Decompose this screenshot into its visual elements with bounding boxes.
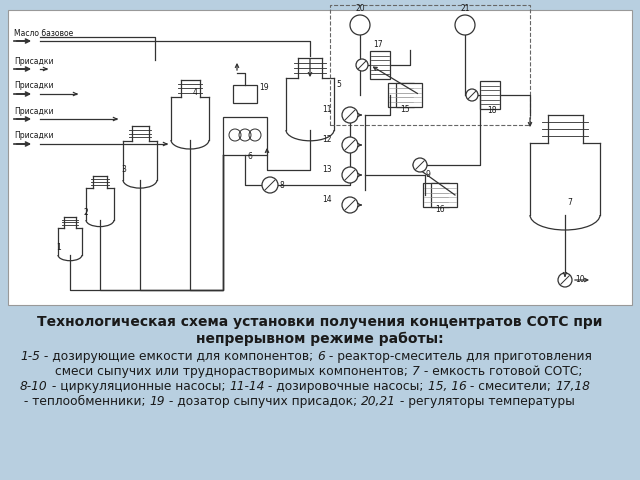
FancyBboxPatch shape <box>388 83 414 107</box>
FancyBboxPatch shape <box>431 183 457 207</box>
Text: 1-5: 1-5 <box>20 350 40 363</box>
Text: 10: 10 <box>575 275 584 284</box>
Circle shape <box>342 137 358 153</box>
FancyBboxPatch shape <box>8 10 632 305</box>
Text: 20: 20 <box>355 4 365 13</box>
Text: 20,21: 20,21 <box>361 395 396 408</box>
Circle shape <box>455 15 475 35</box>
Text: 11-14: 11-14 <box>229 380 264 393</box>
Circle shape <box>350 15 370 35</box>
Text: 21: 21 <box>460 4 470 13</box>
Text: 19: 19 <box>259 83 269 92</box>
Text: 12: 12 <box>323 135 332 144</box>
Text: 7: 7 <box>568 198 572 207</box>
Text: 11: 11 <box>323 105 332 114</box>
Text: 14: 14 <box>323 195 332 204</box>
Text: - емкость готовой СОТС;: - емкость готовой СОТС; <box>419 365 582 378</box>
Text: Присадки: Присадки <box>14 132 54 141</box>
Text: 15, 16: 15, 16 <box>428 380 467 393</box>
Text: - циркуляционные насосы;: - циркуляционные насосы; <box>47 380 229 393</box>
Text: 17,18: 17,18 <box>555 380 590 393</box>
FancyBboxPatch shape <box>233 85 257 103</box>
Text: 9: 9 <box>425 170 430 179</box>
FancyBboxPatch shape <box>223 117 267 155</box>
Circle shape <box>262 177 278 193</box>
Text: Масло базовое: Масло базовое <box>14 28 73 37</box>
Text: 6: 6 <box>248 152 252 161</box>
Circle shape <box>342 167 358 183</box>
Text: 5: 5 <box>336 80 341 89</box>
FancyBboxPatch shape <box>480 81 500 109</box>
Circle shape <box>413 158 427 172</box>
FancyBboxPatch shape <box>370 51 390 79</box>
Text: 4: 4 <box>193 88 198 97</box>
Text: - регуляторы температуры: - регуляторы температуры <box>396 395 575 408</box>
Text: 19: 19 <box>149 395 165 408</box>
Text: 18: 18 <box>487 106 497 115</box>
Text: 2: 2 <box>84 208 89 217</box>
Text: 6: 6 <box>317 350 324 363</box>
Text: Присадки: Присадки <box>14 57 54 65</box>
Circle shape <box>558 273 572 287</box>
Text: 8-10: 8-10 <box>20 380 47 393</box>
Text: - дозирующие емкости для компонентов;: - дозирующие емкости для компонентов; <box>40 350 317 363</box>
Text: 3: 3 <box>121 165 126 174</box>
Text: 15: 15 <box>400 105 410 114</box>
Text: 7: 7 <box>412 365 419 378</box>
Text: - теплообменники;: - теплообменники; <box>20 395 149 408</box>
Text: 17: 17 <box>373 40 383 49</box>
Text: 1: 1 <box>56 243 61 252</box>
Text: Технологическая схема установки получения концентратов СОТС при
непрерывном режи: Технологическая схема установки получени… <box>37 315 603 346</box>
Text: - дозировочные насосы;: - дозировочные насосы; <box>264 380 428 393</box>
Text: - смесители;: - смесители; <box>467 380 555 393</box>
FancyBboxPatch shape <box>423 183 449 207</box>
Circle shape <box>466 89 478 101</box>
Text: 8: 8 <box>280 181 285 190</box>
Circle shape <box>342 197 358 213</box>
Text: Присадки: Присадки <box>14 107 54 116</box>
Text: - реактор-смеситель для приготовления: - реактор-смеситель для приготовления <box>324 350 591 363</box>
FancyBboxPatch shape <box>396 83 422 107</box>
Circle shape <box>342 107 358 123</box>
Text: - дозатор сыпучих присадок;: - дозатор сыпучих присадок; <box>165 395 361 408</box>
Text: 16: 16 <box>435 205 445 214</box>
Text: смеси сыпучих или труднорастворимых компонентов;: смеси сыпучих или труднорастворимых комп… <box>55 365 412 378</box>
Text: 13: 13 <box>323 165 332 174</box>
Text: Присадки: Присадки <box>14 82 54 91</box>
Circle shape <box>356 59 368 71</box>
